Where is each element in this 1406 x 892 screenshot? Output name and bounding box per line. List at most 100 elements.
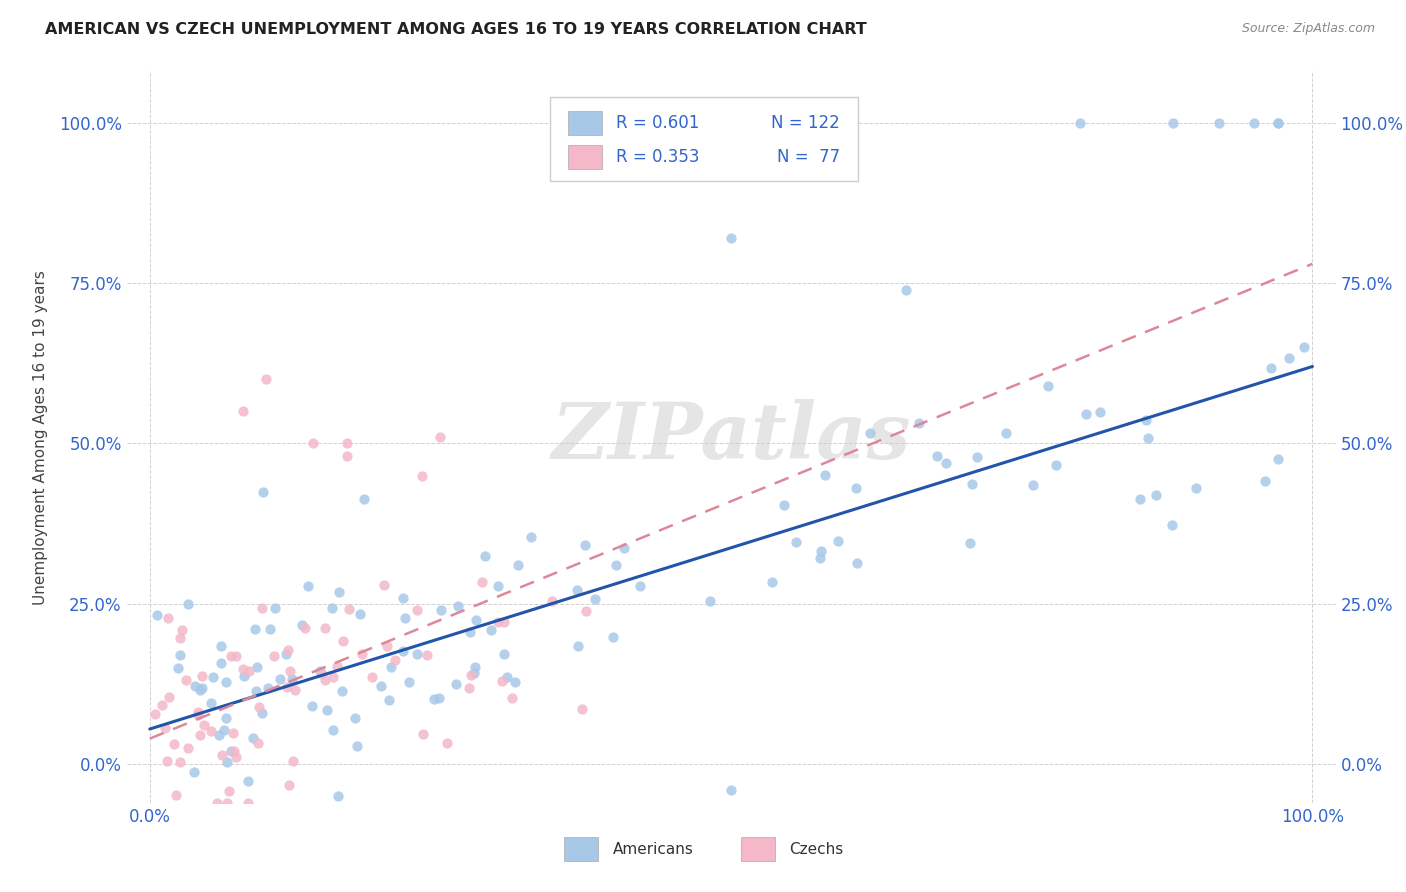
Czechs (278, 664, 301, 678)
Czechs (460, 668, 482, 682)
Americans (209, 656, 232, 670)
Americans (1294, 340, 1316, 354)
Czechs (276, 680, 298, 694)
Czechs (187, 708, 209, 723)
Americans (813, 467, 835, 482)
Czechs (429, 430, 451, 444)
FancyBboxPatch shape (564, 838, 598, 862)
Czechs (412, 727, 434, 741)
Czechs (232, 662, 254, 676)
Americans (394, 611, 416, 625)
Americans (496, 670, 519, 684)
Czechs (326, 658, 349, 673)
Americans (464, 660, 486, 674)
Americans (184, 679, 207, 693)
Americans (315, 702, 337, 716)
Americans (810, 544, 832, 558)
Americans (281, 672, 304, 686)
Americans (1136, 431, 1159, 445)
Czechs (471, 574, 494, 589)
Czechs (187, 705, 209, 719)
Americans (995, 425, 1018, 440)
Czechs (153, 721, 176, 735)
Americans (209, 639, 232, 653)
Americans (215, 711, 238, 725)
Text: N = 122: N = 122 (772, 114, 839, 132)
Americans (520, 530, 543, 544)
Americans (370, 679, 392, 693)
Americans (583, 592, 606, 607)
Americans (444, 676, 467, 690)
Americans (894, 283, 917, 297)
Americans (219, 744, 242, 758)
Americans (190, 683, 212, 698)
Czechs (188, 728, 211, 742)
Americans (605, 558, 627, 573)
Americans (699, 594, 721, 608)
Czechs (375, 640, 398, 654)
Americans (1260, 360, 1282, 375)
Czechs (314, 673, 336, 688)
Americans (628, 579, 651, 593)
FancyBboxPatch shape (568, 111, 602, 135)
Americans (242, 731, 264, 746)
Czechs (191, 668, 214, 682)
Americans (1161, 116, 1184, 130)
Americans (827, 533, 849, 548)
Czechs (263, 649, 285, 664)
Americans (276, 647, 298, 661)
Czechs (225, 649, 247, 664)
Czechs (165, 788, 187, 802)
Czechs (169, 631, 191, 645)
Americans (479, 624, 502, 638)
Americans (1069, 116, 1091, 130)
Americans (392, 591, 415, 605)
Americans (773, 498, 796, 512)
Americans (328, 585, 350, 599)
Czechs (332, 634, 354, 648)
Americans (430, 603, 453, 617)
Czechs (458, 681, 481, 695)
Americans (1254, 474, 1277, 488)
Americans (243, 622, 266, 636)
Czechs (322, 670, 344, 684)
Americans (349, 607, 371, 622)
Americans (246, 659, 269, 673)
Czechs (278, 778, 301, 792)
Americans (343, 711, 366, 725)
Americans (1022, 477, 1045, 491)
Czechs (491, 673, 513, 688)
Czechs (337, 602, 360, 616)
Americans (720, 231, 742, 245)
Text: N =  77: N = 77 (778, 147, 839, 166)
Text: Americans: Americans (613, 842, 693, 856)
Czechs (232, 404, 254, 418)
Czechs (373, 578, 395, 592)
Czechs (143, 706, 166, 721)
Americans (935, 456, 957, 470)
Americans (326, 789, 349, 803)
Czechs (218, 784, 240, 798)
Czechs (193, 718, 215, 732)
Czechs (541, 594, 564, 608)
Czechs (314, 621, 336, 635)
Czechs (662, 116, 685, 130)
Czechs (361, 670, 384, 684)
Americans (464, 613, 486, 627)
Czechs (157, 690, 180, 704)
Czechs (336, 450, 359, 464)
Americans (321, 601, 343, 615)
Americans (1208, 116, 1230, 130)
Czechs (217, 796, 239, 810)
Americans (1144, 488, 1167, 502)
Text: R = 0.353: R = 0.353 (616, 147, 700, 166)
Czechs (150, 698, 173, 712)
Americans (264, 600, 287, 615)
Americans (214, 675, 236, 690)
Czechs (384, 652, 406, 666)
Czechs (284, 683, 307, 698)
Americans (720, 783, 742, 797)
Americans (960, 477, 983, 491)
Y-axis label: Unemployment Among Ages 16 to 19 years: Unemployment Among Ages 16 to 19 years (32, 269, 48, 605)
Czechs (581, 116, 603, 130)
